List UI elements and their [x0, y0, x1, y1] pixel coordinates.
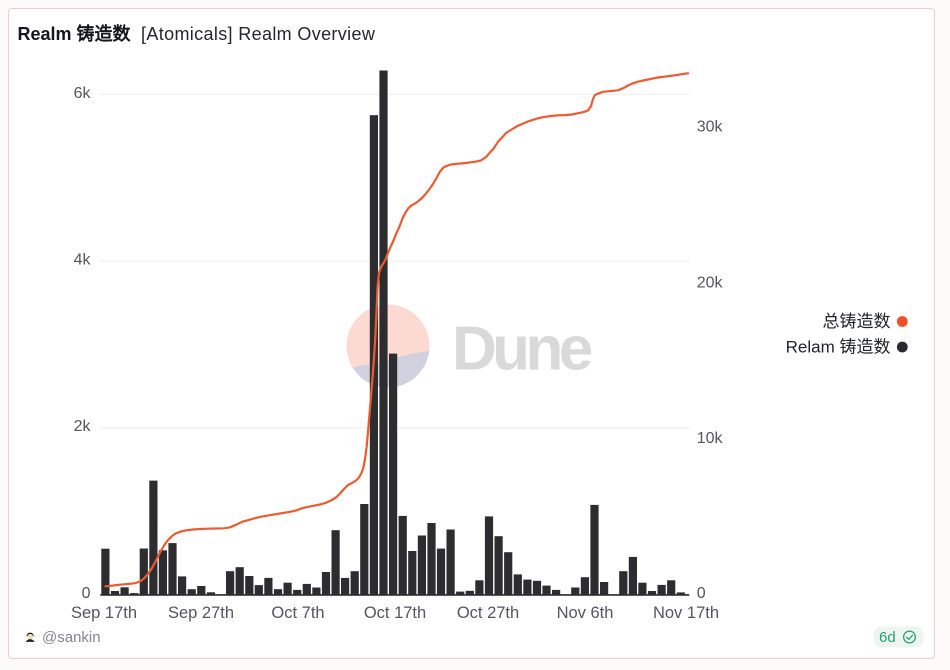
svg-text:Oct 27th: Oct 27th [457, 604, 519, 622]
svg-text:Sep 17th: Sep 17th [71, 604, 137, 622]
svg-text:Nov 6th: Nov 6th [557, 604, 614, 622]
svg-text:20k: 20k [697, 274, 724, 291]
svg-text:Nov 17th: Nov 17th [653, 604, 719, 622]
svg-text:@sankin: @sankin [42, 629, 101, 646]
svg-text:6d: 6d [879, 629, 896, 646]
svg-text:4k: 4k [74, 252, 92, 269]
svg-text:30k: 30k [697, 119, 724, 136]
svg-text:2k: 2k [74, 418, 92, 435]
svg-text:0: 0 [82, 585, 91, 602]
svg-text:6k: 6k [74, 85, 92, 102]
svg-text:Relam 铸造数: Relam 铸造数 [786, 338, 891, 357]
svg-text:Oct 17th: Oct 17th [364, 604, 426, 622]
svg-text:Oct 7th: Oct 7th [271, 604, 324, 622]
svg-text:Dune: Dune [452, 315, 592, 384]
svg-text:Sep 27th: Sep 27th [168, 604, 234, 622]
svg-text:10k: 10k [697, 430, 724, 447]
svg-text:总铸造数: 总铸造数 [823, 312, 891, 331]
svg-text:0: 0 [697, 585, 706, 602]
